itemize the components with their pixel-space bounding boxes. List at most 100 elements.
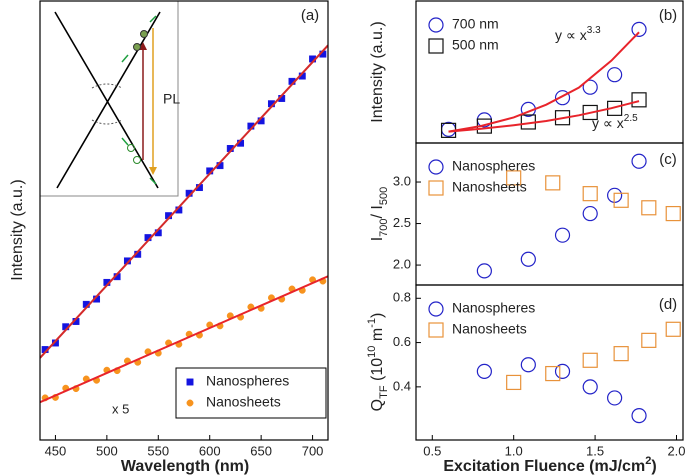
panel-label: (c): [659, 151, 677, 168]
marker: [631, 408, 647, 424]
legend-label: Nanosheets: [452, 179, 527, 195]
panel-label: (d): [659, 296, 677, 313]
legend-marker: [428, 159, 444, 175]
marker: [582, 205, 598, 222]
x-tick-label: 1.5: [586, 443, 604, 458]
marker: [582, 79, 598, 95]
plot-frame: [415, 284, 684, 441]
legend-marker: [428, 38, 444, 54]
x-axis-title: Excitation Fluence (mJ/cm2): [443, 455, 656, 475]
x-axis-title: Wavelength (nm): [121, 458, 249, 475]
marker: [440, 121, 457, 137]
marker: [520, 251, 536, 267]
x-tick-label: 550: [147, 443, 169, 458]
annotation: x 5: [112, 401, 129, 416]
relax-arrow: [121, 15, 157, 185]
x-tick-label: 500: [96, 443, 118, 458]
marker: [582, 352, 598, 368]
label-part: 700: [378, 218, 390, 236]
fit-line: [40, 275, 328, 404]
legend-label: Nanosheets: [452, 321, 527, 337]
equation-exponent: 2.5: [624, 113, 638, 124]
marker: [506, 170, 522, 186]
label-part: -1: [366, 318, 378, 328]
label-part: ): [369, 313, 386, 318]
y-axis-title: QTF (1010 m-1): [366, 313, 390, 412]
legend-marker: [186, 378, 194, 386]
y-tick-label: 2.5: [393, 215, 411, 230]
marker: [665, 205, 681, 222]
inset-label: PL: [163, 91, 180, 107]
fit-line: [448, 31, 640, 133]
x-tick-label: 2.0: [667, 443, 685, 458]
y-axis-title: Intensity (a.u.): [369, 21, 386, 122]
y-tick-label: 0.6: [393, 334, 411, 349]
marker: [641, 200, 657, 216]
marker: [607, 67, 623, 83]
hole: [127, 144, 135, 152]
label-part: 10: [366, 346, 378, 358]
label-part: m: [369, 328, 386, 346]
marker: [554, 363, 571, 379]
marker: [554, 227, 571, 243]
arrow-head: [149, 167, 157, 175]
fit-line: [448, 100, 640, 133]
band-line: [54, 11, 159, 189]
legend-marker: [428, 301, 444, 317]
legend-label: Nanosheets: [206, 394, 281, 410]
arrow-head: [139, 42, 147, 50]
dashed-curve: [91, 119, 123, 125]
marker: [631, 92, 647, 108]
x-tick-label: 450: [45, 443, 67, 458]
marker: [582, 379, 598, 395]
legend-label: Nanospheres: [452, 158, 535, 174]
marker: [641, 332, 657, 348]
marker: [476, 363, 492, 379]
legend-marker: [428, 17, 444, 33]
equation: y ∝ x2.5: [592, 113, 638, 131]
panel-label: (b): [659, 7, 677, 24]
marker: [665, 321, 681, 337]
y-tick-label: 0.8: [393, 290, 411, 305]
label-part: (10: [369, 358, 386, 386]
band-line: [56, 11, 161, 189]
x-tick-label: 0.5: [423, 443, 441, 458]
legend-label: Nanospheres: [206, 373, 289, 389]
marker: [613, 346, 629, 362]
y-tick-label: 0.4: [393, 378, 411, 393]
marker: [520, 357, 536, 373]
label-part: I: [369, 237, 386, 241]
legend-label: 700 nm: [452, 16, 499, 32]
y-tick-label: 3.0: [393, 173, 411, 188]
marker: [582, 186, 598, 202]
label-part: / I: [369, 205, 386, 218]
panel-label: (a): [301, 7, 319, 24]
label-part: ): [651, 458, 656, 475]
label-part: Q: [369, 399, 386, 411]
legend-marker: [428, 180, 444, 196]
marker: [613, 192, 629, 208]
equation-exponent: 3.3: [587, 25, 601, 36]
y-axis-title: Intensity (a.u.): [9, 179, 26, 280]
marker: [545, 175, 561, 191]
y-tick-label: 2.0: [393, 257, 411, 272]
label-part: Excitation Fluence (mJ/cm: [443, 458, 645, 475]
marker: [545, 365, 561, 382]
equation-text: y ∝ x: [592, 115, 624, 131]
marker: [631, 153, 647, 169]
marker: [607, 390, 623, 406]
hole: [133, 156, 141, 164]
fit-line: [40, 44, 328, 359]
dashed-curve: [91, 83, 123, 89]
equation-text: y ∝ x: [555, 27, 587, 43]
carrier: [140, 30, 148, 38]
marker: [554, 90, 571, 106]
label-part: 500: [378, 187, 390, 205]
plot-frame: [39, 0, 329, 441]
x-tick-label: 1.0: [505, 443, 523, 458]
x-tick-label: 600: [199, 443, 221, 458]
marker: [582, 104, 598, 121]
equation: y ∝ x3.3: [555, 25, 601, 43]
marker: [631, 21, 647, 37]
